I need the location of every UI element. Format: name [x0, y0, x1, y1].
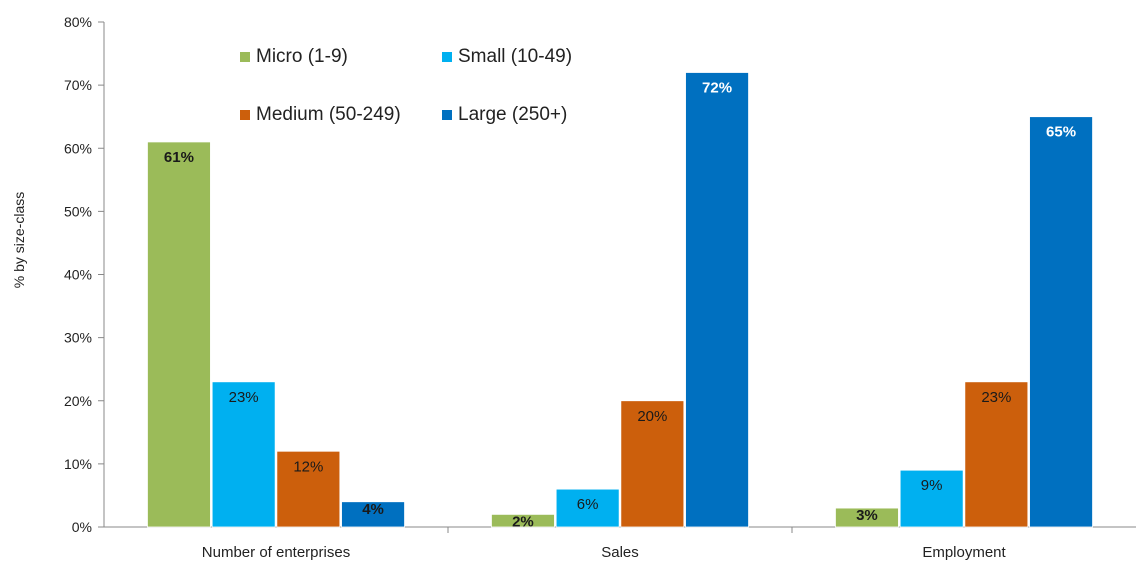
data-label: 6%: [577, 496, 599, 513]
y-tick-label: 30%: [64, 330, 92, 346]
y-axis-label: % by size-class: [11, 192, 27, 288]
x-category-label: Sales: [601, 544, 639, 561]
legend-swatch: [240, 110, 250, 120]
x-category-label: Employment: [922, 544, 1006, 561]
y-tick-label: 50%: [64, 203, 92, 219]
data-label: 3%: [856, 507, 878, 524]
y-tick-label: 60%: [64, 140, 92, 156]
legend-label: Large (250+): [458, 104, 567, 125]
x-axis-categories: Number of enterprises Sales Employment: [202, 544, 1007, 561]
legend-item: Small (10-49): [442, 46, 572, 67]
data-label: 23%: [229, 389, 259, 406]
data-label: 9%: [921, 477, 943, 494]
y-tick-label: 80%: [64, 14, 92, 30]
data-labels: 61% 23% 12% 4% 2% 6% 20% 72% 3% 9% 23% 65%: [164, 80, 1076, 531]
y-tick-label: 0%: [72, 519, 92, 535]
bar: [685, 72, 749, 528]
bar: [899, 469, 964, 528]
legend-swatch: [240, 52, 250, 62]
y-tick-label: 10%: [64, 456, 92, 472]
legend: Micro (1-9) Small (10-49) Medium (50-249) L…: [240, 46, 572, 125]
bar: [964, 381, 1029, 528]
bar: [147, 141, 211, 528]
bar: [491, 513, 555, 528]
data-label: 61%: [164, 149, 194, 166]
legend-label: Medium (50-249): [256, 104, 401, 125]
legend-label: Small (10-49): [458, 46, 572, 67]
legend-label: Micro (1-9): [256, 46, 348, 67]
y-tick-label: 40%: [64, 267, 92, 283]
legend-swatch: [442, 52, 452, 62]
data-label: 20%: [637, 408, 667, 425]
y-axis-ticks: 0% 10% 20% 30% 40% 50% 60% 70% 80%: [64, 14, 104, 535]
chart-bars: [147, 72, 1093, 528]
bar: [211, 381, 276, 528]
data-label: 12%: [293, 458, 323, 475]
bar: [835, 507, 899, 528]
data-label: 2%: [512, 513, 534, 530]
data-label: 72%: [702, 80, 732, 97]
data-label: 4%: [362, 501, 384, 518]
x-category-label: Number of enterprises: [202, 544, 350, 561]
legend-item: Micro (1-9): [240, 46, 348, 67]
legend-item: Medium (50-249): [240, 104, 401, 125]
bar: [1029, 116, 1093, 528]
bar: [276, 450, 341, 528]
bar: [555, 488, 620, 528]
legend-item: Large (250+): [442, 104, 567, 125]
y-tick-label: 20%: [64, 393, 92, 409]
legend-swatch: [442, 110, 452, 120]
data-label: 23%: [981, 389, 1011, 406]
y-tick-label: 70%: [64, 77, 92, 93]
bar: [341, 501, 405, 528]
bar: [620, 400, 685, 528]
data-label: 65%: [1046, 124, 1076, 141]
